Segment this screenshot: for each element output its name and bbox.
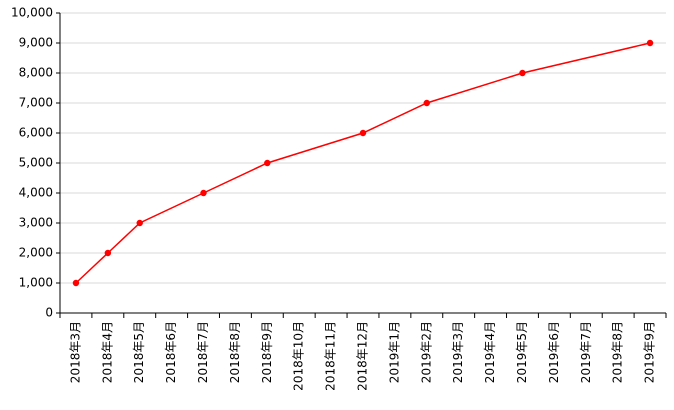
y-tick-label: 0 (45, 306, 53, 320)
x-tick-label: 2018年11月 (324, 321, 338, 391)
y-tick-label: 2,000 (19, 246, 53, 260)
x-tick-label: 2019年5月 (515, 321, 529, 383)
x-tick-label: 2018年3月 (68, 321, 82, 383)
x-tick-label: 2019年4月 (483, 321, 497, 383)
x-tick-label: 2019年7月 (579, 321, 593, 383)
point (104, 249, 112, 257)
point (264, 159, 271, 167)
point (136, 219, 143, 227)
x-tick-label: 2018年8月 (228, 321, 242, 383)
y-tick-label: 9,000 (19, 36, 53, 50)
y-tick-label: 6,000 (19, 126, 53, 140)
x-tick-label: 2018年10月 (292, 321, 306, 391)
point (359, 129, 367, 137)
y-tick-label: 8,000 (19, 66, 53, 80)
y-tick-label: 3,000 (19, 216, 53, 230)
x-tick-label: 2018年5月 (132, 321, 146, 383)
x-tick-label: 2018年9月 (260, 321, 274, 383)
y-tick-label: 4,000 (19, 186, 53, 200)
x-tick-label: 2018年12月 (356, 321, 370, 391)
point (200, 189, 207, 197)
x-tick-label: 2019年6月 (547, 321, 561, 383)
x-tick-label: 2019年3月 (451, 321, 465, 383)
x-tick-label: 2019年9月 (643, 321, 657, 383)
y-tick-label: 1,000 (19, 276, 53, 290)
y-tick-label: 5,000 (19, 156, 53, 170)
x-tick-label: 2018年4月 (100, 321, 114, 383)
x-tick-label: 2018年7月 (196, 321, 210, 383)
y-tick-label: 7,000 (19, 96, 53, 110)
point (519, 69, 526, 77)
point (72, 279, 80, 287)
x-tick-label: 2019年2月 (419, 321, 433, 383)
x-tick-label: 2018年6月 (164, 321, 178, 383)
y-tick-label: 10,000 (11, 6, 53, 20)
point (423, 99, 430, 107)
x-tick-label: 2019年1月 (387, 321, 401, 383)
point (646, 39, 654, 47)
x-tick-label: 2019年8月 (611, 321, 625, 383)
